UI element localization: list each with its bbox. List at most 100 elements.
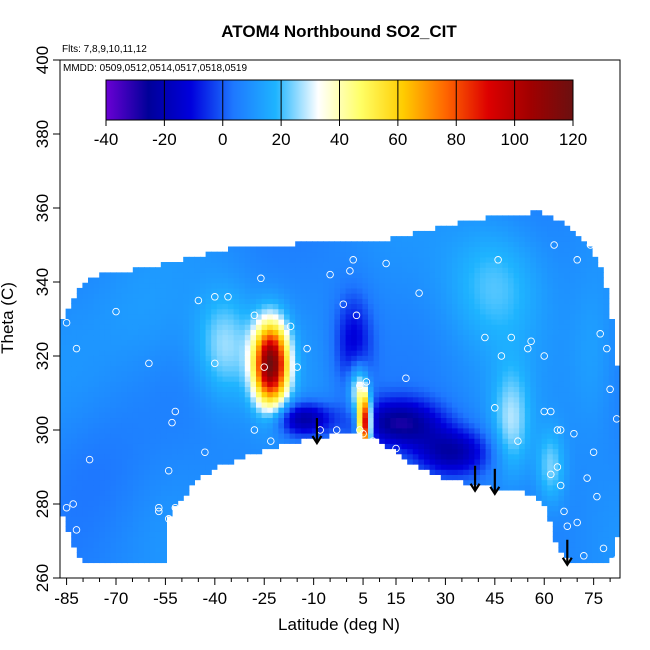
heatmap-cell [138, 370, 145, 377]
heatmap-cell [60, 329, 67, 336]
heatmap-cell [418, 236, 425, 242]
heatmap-cell [149, 282, 156, 289]
heatmap-cell [608, 469, 615, 475]
heatmap-cell [508, 427, 515, 434]
heatmap-cell [295, 344, 302, 351]
sample-point [349, 256, 357, 264]
heatmap-cell [194, 298, 201, 305]
heatmap-cell [211, 427, 218, 434]
heatmap-cell [564, 241, 571, 248]
heatmap-cell [82, 407, 89, 413]
heatmap-cell [200, 282, 207, 289]
heatmap-cell [452, 230, 459, 237]
heatmap-cell [452, 339, 459, 346]
heatmap-cell [306, 262, 313, 268]
heatmap-cell [552, 448, 559, 455]
heatmap-cell [110, 391, 117, 398]
heatmap-cell [121, 298, 128, 305]
flights-note: Flts: 7,8,9,10,11,12 [62, 44, 147, 55]
heatmap-cell [244, 365, 251, 372]
heatmap-cell [228, 287, 235, 294]
heatmap-cell [513, 236, 520, 242]
heatmap-cell [524, 412, 531, 419]
heatmap-cell [418, 432, 425, 439]
heatmap-cell [485, 298, 492, 305]
heatmap-cell [463, 375, 470, 382]
heatmap-cell [508, 422, 515, 429]
heatmap-cell [188, 381, 195, 387]
heatmap-cell [379, 241, 386, 248]
heatmap-cell [418, 360, 425, 367]
heatmap-cell [121, 370, 128, 377]
heatmap-cell [323, 262, 330, 268]
heatmap-cell [435, 401, 442, 408]
heatmap-cell [144, 381, 151, 387]
heatmap-cell [513, 298, 520, 305]
heatmap-cell [256, 303, 263, 310]
heatmap-cell [272, 334, 279, 341]
heatmap-cell [149, 375, 156, 382]
heatmap-cell [502, 334, 509, 341]
heatmap-cell [519, 246, 526, 253]
heatmap-cell [88, 531, 95, 538]
heatmap-cell [300, 422, 307, 429]
heatmap-cell [592, 422, 599, 429]
colorbar-tick-label: 20 [272, 130, 291, 149]
heatmap-cell [88, 438, 95, 444]
heatmap-cell [552, 479, 559, 486]
heatmap-cell [424, 350, 431, 356]
heatmap-cell [172, 313, 179, 320]
heatmap-cell [228, 251, 235, 258]
heatmap-cell [390, 370, 397, 377]
heatmap-cell [603, 495, 610, 501]
heatmap-cell [261, 272, 268, 279]
heatmap-cell [485, 303, 492, 310]
heatmap-cell [76, 381, 83, 387]
heatmap-cell [211, 448, 218, 455]
heatmap-cell [127, 355, 134, 362]
heatmap-cell [586, 319, 593, 325]
heatmap-cell [541, 469, 548, 475]
heatmap-cell [401, 427, 408, 434]
heatmap-cell [536, 303, 543, 310]
heatmap-cell [340, 262, 347, 268]
heatmap-cell [597, 432, 604, 439]
heatmap-cell [244, 427, 251, 434]
heatmap-cell [586, 329, 593, 336]
heatmap-cell [328, 334, 335, 341]
heatmap-cell [452, 453, 459, 460]
heatmap-cell [116, 277, 123, 284]
heatmap-cell [608, 319, 615, 325]
heatmap-cell [407, 319, 414, 325]
heatmap-cell [396, 391, 403, 398]
heatmap-cell [575, 458, 582, 465]
heatmap-cell [564, 521, 571, 527]
heatmap-cell [463, 469, 470, 475]
heatmap-cell [519, 303, 526, 310]
heatmap-cell [155, 417, 162, 424]
heatmap-cell [569, 438, 576, 444]
heatmap-cell [569, 386, 576, 393]
heatmap-cell [452, 381, 459, 387]
heatmap-cell [491, 427, 498, 434]
heatmap-cell [508, 365, 515, 372]
heatmap-cell [127, 391, 134, 398]
heatmap-cell [608, 510, 615, 517]
heatmap-cell [597, 298, 604, 305]
heatmap-cell [88, 474, 95, 481]
heatmap-cell [121, 500, 128, 507]
heatmap-cell [267, 277, 274, 284]
heatmap-cell [474, 469, 481, 475]
heatmap-cell [586, 474, 593, 481]
heatmap-cell [603, 432, 610, 439]
heatmap-cell [418, 293, 425, 299]
heatmap-cell [368, 293, 375, 299]
heatmap-cell [558, 272, 565, 279]
heatmap-cell [547, 319, 554, 325]
heatmap-cell [300, 381, 307, 387]
heatmap-cell [104, 355, 111, 362]
heatmap-cell [334, 319, 341, 325]
heatmap-cell [401, 453, 408, 460]
heatmap-cell [580, 526, 587, 532]
heatmap-cell [390, 262, 397, 268]
